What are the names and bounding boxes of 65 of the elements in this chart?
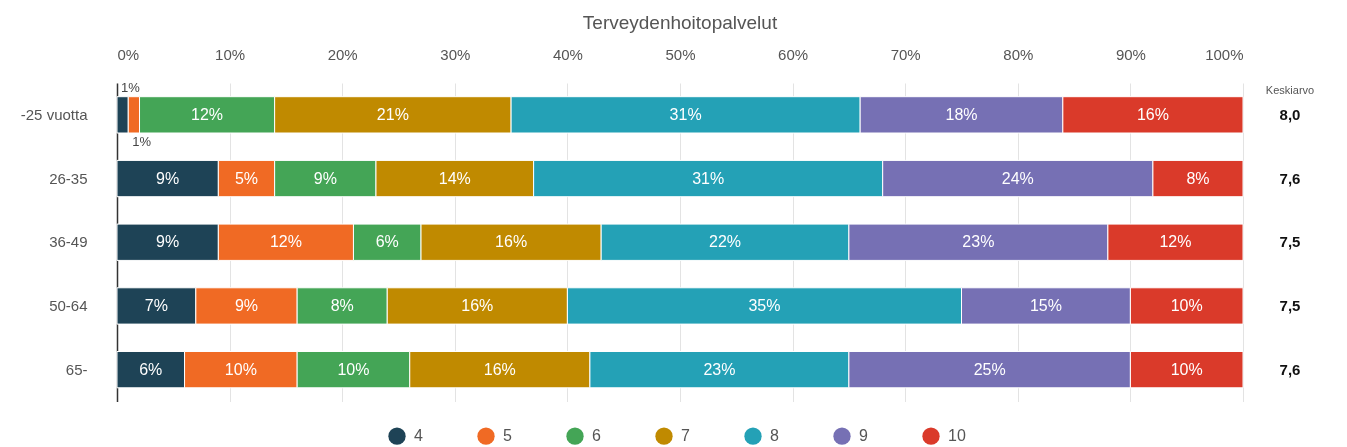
data-label: 1% bbox=[121, 79, 141, 95]
x-tick-label: 0% bbox=[117, 45, 140, 63]
data-label: 21% bbox=[376, 105, 409, 123]
y-tick-label: -25 vuotta bbox=[20, 105, 89, 123]
legend-label: 6 bbox=[592, 427, 601, 445]
y-tick-label: 26-35 bbox=[49, 169, 88, 187]
x-tick-label: 90% bbox=[1115, 45, 1146, 63]
data-label: 23% bbox=[962, 233, 995, 251]
x-tick-label: 50% bbox=[665, 45, 696, 63]
data-label: 25% bbox=[973, 360, 1006, 378]
data-label: 10% bbox=[337, 360, 370, 378]
x-tick-label: 10% bbox=[215, 45, 246, 63]
data-label: 10% bbox=[1170, 296, 1203, 314]
x-tick-label: 30% bbox=[440, 45, 471, 63]
data-label: 9% bbox=[156, 233, 180, 251]
data-label: 15% bbox=[1029, 296, 1062, 314]
x-tick-label: 70% bbox=[890, 45, 921, 63]
x-tick-label: 40% bbox=[552, 45, 583, 63]
x-tick-label: 60% bbox=[778, 45, 809, 63]
data-label: 16% bbox=[461, 296, 494, 314]
data-label: 12% bbox=[191, 105, 224, 123]
data-label: 12% bbox=[269, 233, 302, 251]
y-tick-label: 65- bbox=[65, 360, 88, 378]
y2-tick-label: 7,6 bbox=[1279, 169, 1301, 187]
data-label: 9% bbox=[313, 169, 337, 187]
data-label: 9% bbox=[234, 296, 259, 314]
legend-label: 9 bbox=[859, 427, 868, 445]
legend-label: 4 bbox=[414, 427, 423, 445]
y-tick-label: 36-49 bbox=[49, 233, 88, 251]
data-label: 5% bbox=[234, 169, 259, 187]
legend-label: 5 bbox=[503, 427, 512, 445]
x-tick-label: 100% bbox=[1205, 45, 1244, 63]
legend-label: 7 bbox=[681, 427, 690, 445]
data-label: 14% bbox=[438, 169, 471, 187]
y2-axis-title: Keskiarvo bbox=[1265, 84, 1315, 96]
y-tick-label: 50-64 bbox=[49, 296, 88, 314]
data-label: 6% bbox=[375, 233, 399, 251]
data-label: 10% bbox=[224, 360, 257, 378]
data-label: 18% bbox=[945, 105, 978, 123]
data-label: 8% bbox=[1186, 169, 1210, 187]
legend-label: 10 bbox=[948, 427, 966, 445]
data-label: 16% bbox=[483, 360, 516, 378]
x-tick-label: 80% bbox=[1003, 45, 1034, 63]
data-label: 16% bbox=[495, 233, 528, 251]
data-label: 31% bbox=[669, 105, 702, 123]
y2-tick-label: 7,5 bbox=[1279, 233, 1301, 251]
data-label: 1% bbox=[132, 133, 152, 149]
data-label: 24% bbox=[1001, 169, 1034, 187]
data-label: 31% bbox=[692, 169, 725, 187]
data-label: 10% bbox=[1170, 360, 1203, 378]
data-label: 22% bbox=[709, 233, 742, 251]
data-label: 12% bbox=[1159, 233, 1192, 251]
data-label: 16% bbox=[1136, 105, 1169, 123]
legend-label: 8 bbox=[770, 427, 779, 445]
y2-tick-label: 8,0 bbox=[1279, 105, 1301, 123]
data-label: 7% bbox=[144, 296, 168, 314]
x-tick-label: 20% bbox=[327, 45, 358, 63]
data-label: 35% bbox=[748, 296, 781, 314]
data-label: 6% bbox=[139, 360, 163, 378]
data-label: 23% bbox=[703, 360, 736, 378]
y2-tick-label: 7,5 bbox=[1279, 296, 1301, 314]
chart-title: Terveydenhoitopalvelut bbox=[582, 12, 778, 33]
y2-tick-label: 7,6 bbox=[1279, 360, 1301, 378]
data-label: 9% bbox=[156, 169, 180, 187]
data-label: 8% bbox=[330, 296, 354, 314]
